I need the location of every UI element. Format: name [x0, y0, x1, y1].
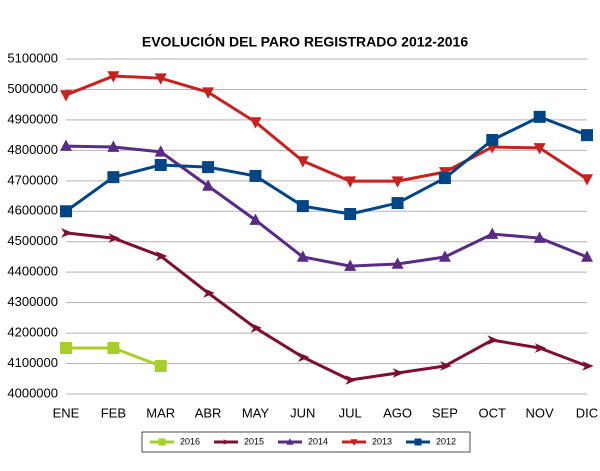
marker: [154, 359, 167, 372]
marker: [250, 323, 263, 333]
legend-label: 2014: [308, 436, 328, 446]
marker: [296, 200, 309, 213]
y-tick-label: 4600000: [7, 203, 58, 218]
legend-label: 2013: [372, 436, 392, 446]
marker: [154, 145, 167, 157]
marker: [107, 140, 120, 152]
marker: [249, 213, 262, 225]
marker: [61, 228, 73, 238]
marker: [438, 250, 451, 262]
marker: [438, 172, 451, 185]
marker: [60, 90, 72, 102]
marker: [533, 231, 546, 243]
x-tick-label: NOV: [526, 405, 555, 420]
marker: [487, 335, 499, 345]
series-line: [65, 144, 588, 268]
x-tick-label: DIC: [576, 405, 598, 420]
x-tick-label: FEB: [101, 405, 126, 420]
x-tick-label: MAY: [242, 405, 270, 420]
marker: [440, 361, 452, 371]
marker: [60, 342, 72, 355]
legend-label: 2012: [436, 436, 456, 446]
marker: [391, 257, 404, 269]
y-tick-label: 4500000: [7, 233, 58, 248]
y-tick-label: 4100000: [7, 355, 58, 370]
marker: [534, 343, 547, 353]
marker: [296, 250, 309, 262]
legend-label: 2016: [180, 436, 200, 446]
x-tick-label: MAR: [146, 405, 175, 420]
legend-label: 2015: [244, 436, 264, 446]
x-tick-label: JUL: [339, 405, 362, 420]
marker: [107, 171, 120, 184]
series-line: [65, 74, 588, 183]
chart-title: EVOLUCIÓN DEL PARO REGISTRADO 2012-2016: [142, 33, 468, 50]
marker: [581, 129, 593, 142]
marker: [391, 197, 404, 210]
y-tick-label: 5100000: [7, 50, 58, 65]
y-tick-label: 4700000: [7, 172, 58, 187]
marker: [155, 251, 168, 261]
marker: [108, 233, 120, 243]
legend-box: [141, 431, 471, 453]
x-tick-label: ENE: [53, 405, 80, 420]
marker: [486, 134, 499, 147]
marker: [414, 438, 422, 446]
series-line: [65, 231, 588, 382]
marker: [344, 259, 357, 271]
marker: [202, 87, 215, 99]
y-tick-label: 4000000: [7, 385, 58, 400]
marker: [60, 139, 72, 151]
marker: [345, 375, 357, 385]
x-tick-label: ABR: [195, 405, 222, 420]
marker: [60, 205, 72, 218]
marker: [581, 250, 593, 262]
marker: [581, 174, 593, 186]
marker: [344, 176, 357, 188]
marker: [107, 342, 120, 355]
marker: [223, 439, 230, 445]
x-tick-label: JUN: [290, 405, 315, 420]
marker: [533, 110, 546, 123]
y-tick-label: 4900000: [7, 111, 58, 126]
marker: [296, 156, 309, 168]
marker: [249, 117, 262, 129]
marker: [533, 143, 546, 155]
marker: [158, 438, 166, 446]
y-tick-label: 4200000: [7, 325, 58, 340]
marker: [154, 73, 167, 85]
marker: [202, 179, 215, 191]
marker: [298, 352, 310, 362]
y-tick-label: 4800000: [7, 142, 58, 157]
y-tick-label: 4300000: [7, 294, 58, 309]
marker: [249, 169, 262, 182]
marker: [582, 361, 594, 371]
y-tick-label: 5000000: [7, 81, 58, 96]
series-line: [65, 115, 588, 216]
y-tick-label: 4400000: [7, 264, 58, 279]
marker: [392, 368, 405, 378]
marker: [486, 227, 499, 239]
marker: [202, 161, 215, 174]
x-tick-label: SEP: [432, 405, 458, 420]
marker: [350, 439, 358, 446]
x-tick-label: OCT: [479, 405, 507, 420]
marker: [344, 208, 357, 221]
x-tick-label: AGO: [383, 405, 412, 420]
marker: [203, 288, 215, 298]
marker: [107, 71, 120, 83]
marker: [391, 176, 404, 188]
marker: [286, 438, 294, 445]
marker: [154, 158, 167, 171]
